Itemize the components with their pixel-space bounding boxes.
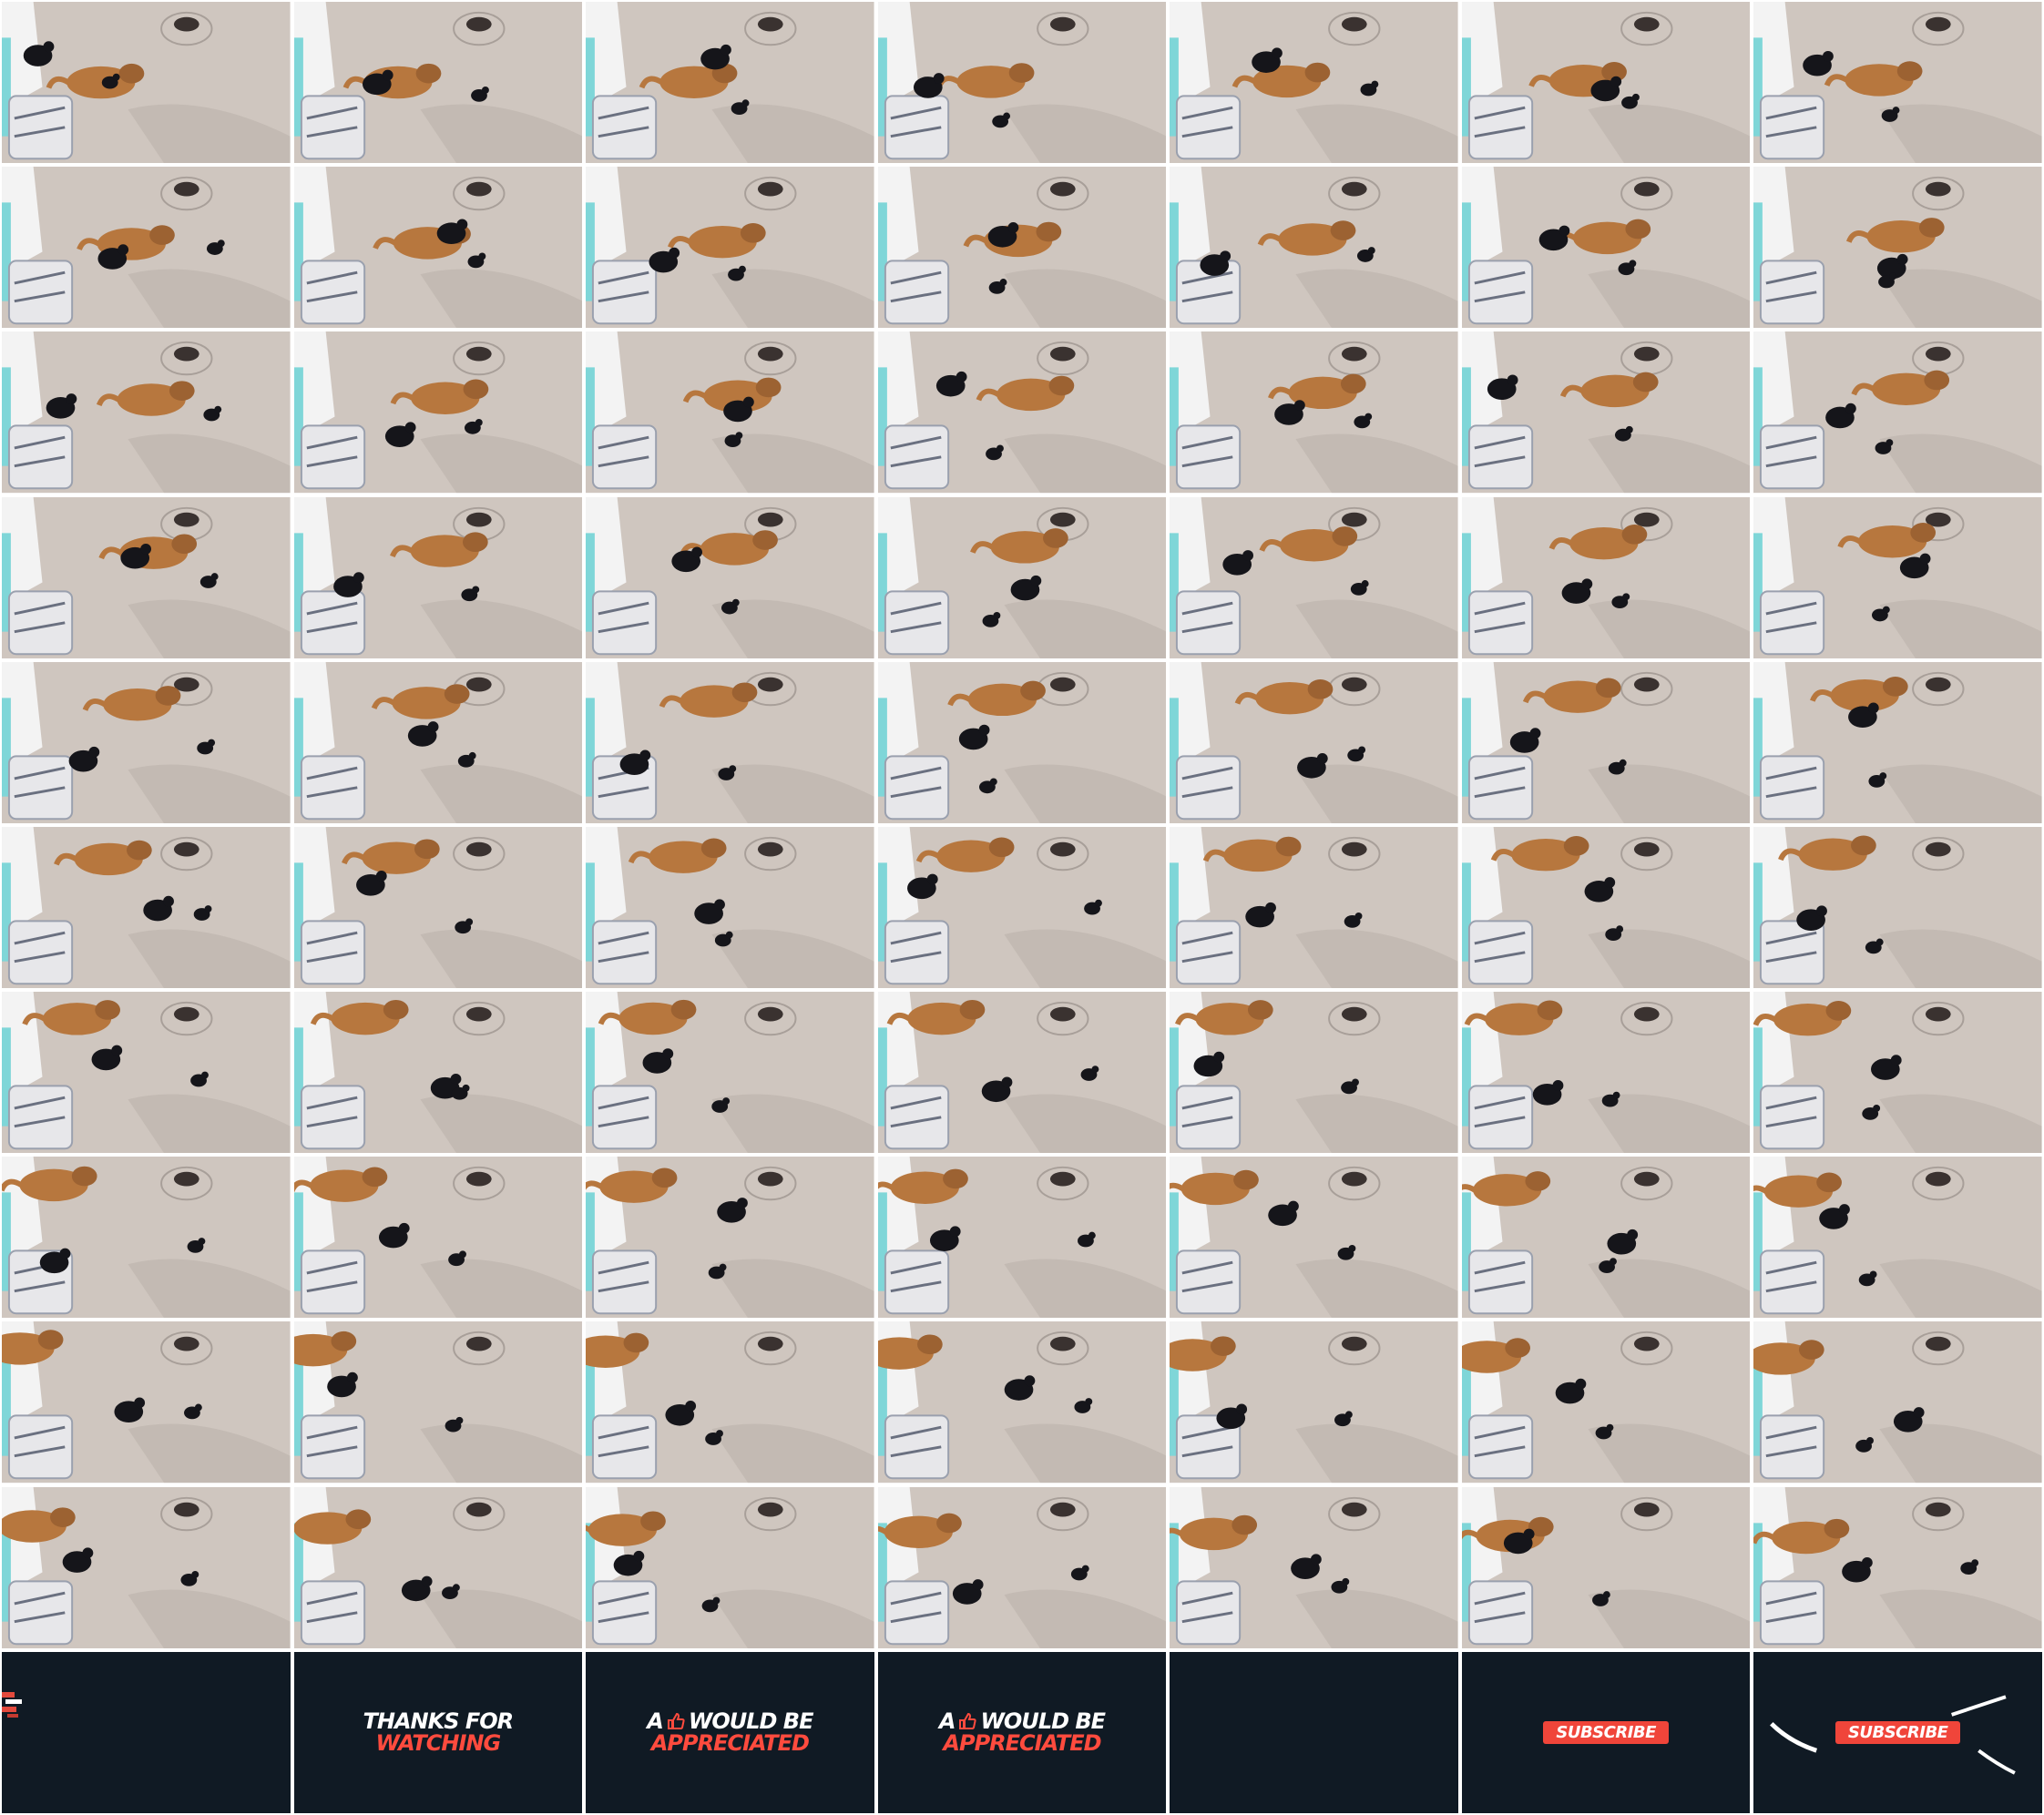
video-frame <box>1752 824 2044 991</box>
video-frame <box>875 1155 1169 1320</box>
outro-frame: A WOULD BE APPRECIATED <box>584 1649 876 1815</box>
video-frame <box>0 495 292 660</box>
video-frame <box>584 1155 876 1320</box>
outro-frame: A WOULD BE APPRECIATED <box>875 1649 1169 1815</box>
appreciate-mid: WOULD BE <box>980 1708 1106 1735</box>
video-frame <box>1752 0 2044 166</box>
appreciate-prefix: A <box>647 1708 664 1735</box>
video-frame <box>875 165 1169 331</box>
video-frame <box>1752 1155 2044 1320</box>
video-frame <box>1168 495 1460 660</box>
video-frame <box>875 659 1169 825</box>
video-frame <box>1459 1155 1753 1320</box>
video-frame <box>291 1155 585 1320</box>
video-frame <box>291 330 585 495</box>
video-frame <box>1168 0 1460 166</box>
video-frame <box>0 330 292 495</box>
video-frame <box>1168 1155 1460 1320</box>
video-frame <box>584 495 876 660</box>
swoosh-decoration <box>1770 1695 2017 1775</box>
video-frame <box>1752 1484 2044 1650</box>
subscribe-button[interactable]: SUBSCRIBE <box>1543 1720 1669 1744</box>
video-frame <box>1752 1320 2044 1485</box>
video-frame <box>584 824 876 991</box>
video-frame <box>875 1320 1169 1485</box>
video-frame <box>0 165 292 331</box>
video-frame <box>1168 659 1460 825</box>
video-frame <box>1168 824 1460 991</box>
video-frame <box>0 659 292 825</box>
outro-frame <box>1168 1649 1460 1815</box>
video-frame <box>291 824 585 991</box>
appreciate-line-2: APPRECIATED <box>650 1730 810 1757</box>
video-frame <box>1752 495 2044 660</box>
video-frame <box>1459 990 1753 1156</box>
video-frame <box>584 330 876 495</box>
video-frame <box>875 824 1169 991</box>
glitch-logo-icon <box>2 1687 26 1741</box>
video-frame <box>291 165 585 331</box>
video-frame <box>0 0 292 166</box>
video-frame <box>584 165 876 331</box>
video-frame <box>875 0 1169 166</box>
video-frame <box>584 1320 876 1485</box>
video-frame <box>291 659 585 825</box>
outro-frame: SUBSCRIBE <box>1752 1649 2044 1815</box>
video-frame <box>1752 990 2044 1156</box>
video-frame <box>1752 165 2044 331</box>
outro-frame: SUBSCRIBE <box>1459 1649 1753 1815</box>
video-frame <box>0 1484 292 1650</box>
thumbs-up-icon <box>667 1712 685 1730</box>
video-frame <box>0 990 292 1156</box>
video-frame <box>584 659 876 825</box>
video-frame <box>875 330 1169 495</box>
video-frame <box>0 1320 292 1485</box>
video-frame <box>1459 330 1753 495</box>
video-frame <box>1459 495 1753 660</box>
video-frame <box>0 824 292 991</box>
thumbs-up-icon <box>958 1712 977 1730</box>
appreciate-mid: WOULD BE <box>688 1708 814 1735</box>
video-frame <box>1459 1484 1753 1650</box>
video-frame <box>291 1484 585 1650</box>
video-frame <box>291 990 585 1156</box>
video-frame <box>1459 165 1753 331</box>
video-frame <box>1168 1484 1460 1650</box>
appreciate-prefix: A <box>938 1708 956 1735</box>
video-frame <box>1459 0 1753 166</box>
video-frame <box>291 1320 585 1485</box>
video-frame <box>1168 165 1460 331</box>
video-frame <box>1168 330 1460 495</box>
video-frame <box>1752 330 2044 495</box>
outro-frame: THANKS FOR WATCHING <box>291 1649 585 1815</box>
video-frame <box>291 495 585 660</box>
video-frame <box>1459 659 1753 825</box>
video-frame <box>1168 1320 1460 1485</box>
subscribe-button[interactable]: SUBSCRIBE <box>1834 1720 1961 1744</box>
video-frame <box>875 495 1169 660</box>
video-frame <box>584 0 876 166</box>
thanks-line-1: THANKS FOR <box>363 1708 515 1735</box>
video-frame <box>1752 659 2044 825</box>
video-frame <box>1459 1320 1753 1485</box>
video-frame <box>584 1484 876 1650</box>
video-frame <box>0 1155 292 1320</box>
video-frame <box>1168 990 1460 1156</box>
video-frame <box>875 1484 1169 1650</box>
video-frame <box>1459 824 1753 991</box>
video-frame <box>291 0 585 166</box>
outro-frame <box>0 1649 292 1815</box>
appreciate-line-2: APPRECIATED <box>943 1730 1101 1757</box>
video-frame <box>584 990 876 1156</box>
video-frame <box>875 990 1169 1156</box>
thanks-line-2: WATCHING <box>375 1730 502 1757</box>
